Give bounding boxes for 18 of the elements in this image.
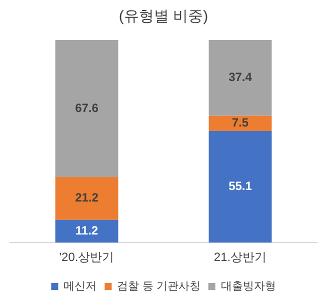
- legend-label: 검찰 등 기관사칭: [117, 280, 200, 293]
- data-label: 55.1: [228, 179, 252, 194]
- data-label: 11.2: [75, 224, 98, 238]
- data-label: 37.4: [228, 70, 252, 84]
- legend-label: 대출빙자형: [220, 280, 276, 293]
- bar: [55, 40, 118, 177]
- chart-title: (유형별 비중): [118, 8, 208, 26]
- bar: [208, 40, 272, 116]
- bar: [208, 116, 272, 131]
- data-label: 21.2: [75, 190, 99, 205]
- x-tick-label: '20.상반기: [59, 250, 114, 264]
- data-label: 67.6: [75, 100, 99, 115]
- legend-label: 메신저: [64, 280, 97, 293]
- bar: [55, 220, 118, 243]
- bar: [55, 176, 118, 220]
- data-label: 7.5: [232, 116, 249, 130]
- x-tick-label: 21.상반기: [214, 250, 267, 264]
- bar: [208, 130, 272, 243]
